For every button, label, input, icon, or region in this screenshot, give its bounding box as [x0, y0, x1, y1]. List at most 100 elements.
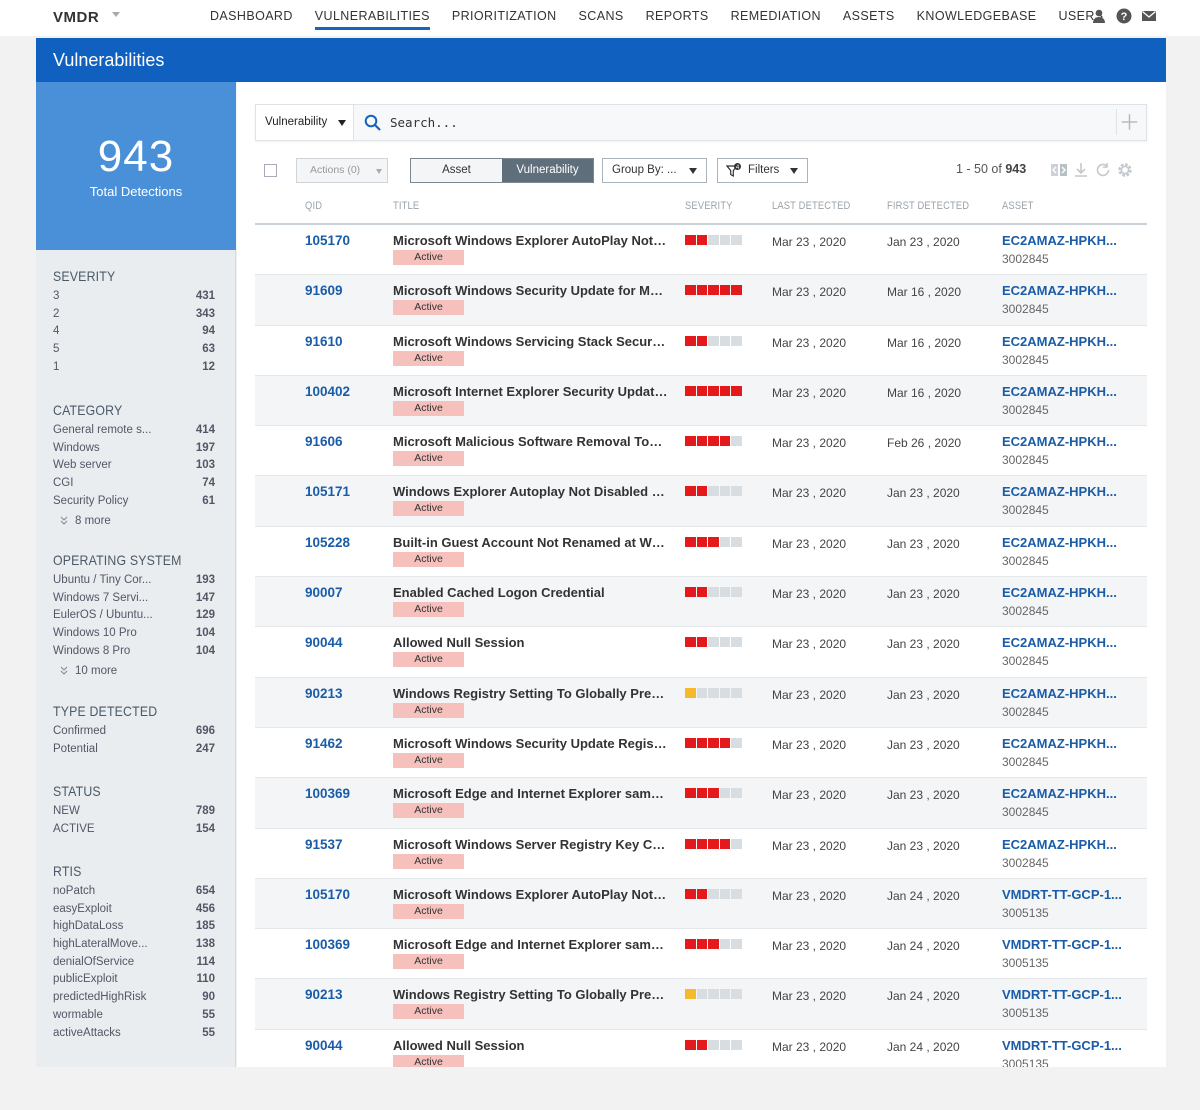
asset-link[interactable]: VMDRT-TT-GCP-1... [1002, 886, 1122, 902]
qid-link[interactable]: 105228 [305, 534, 351, 550]
qid-link[interactable]: 90213 [305, 987, 343, 1003]
table-row[interactable]: 90007 Enabled Cached Logon Credential Acti… [255, 577, 1147, 628]
vulnerability-title[interactable]: Allowed Null Session [393, 635, 525, 651]
vulnerability-title[interactable]: Microsoft Windows Server Registry Key Co… [393, 836, 668, 852]
vulnerability-title[interactable]: Microsoft Edge and Internet Explorer sam… [393, 786, 668, 802]
vulnerability-title[interactable]: Microsoft Windows Security Update Regist… [393, 735, 668, 751]
refresh-icon[interactable] [1094, 161, 1112, 179]
facet-item[interactable]: Windows 197 [53, 442, 215, 460]
asset-link[interactable]: EC2AMAZ-HPKH... [1002, 786, 1117, 802]
asset-link[interactable]: EC2AMAZ-HPKH... [1002, 333, 1117, 349]
qid-link[interactable]: 90044 [305, 1037, 343, 1053]
vulnerability-view-button[interactable]: Vulnerability [502, 159, 593, 182]
qid-link[interactable]: 100369 [305, 937, 351, 953]
facet-item[interactable]: NEW 789 [53, 805, 215, 823]
qid-link[interactable]: 91609 [305, 283, 343, 299]
facet-item[interactable]: Windows 10 Pro 104 [53, 627, 215, 645]
table-row[interactable]: 105170 Microsoft Windows Explorer AutoPla… [255, 225, 1147, 276]
column-header-last-detected[interactable]: LAST DETECTED [772, 200, 851, 212]
mail-icon[interactable] [1141, 8, 1157, 24]
facet-item[interactable]: publicExploit 110 [53, 973, 215, 991]
column-header-qid[interactable]: QID [305, 200, 323, 212]
table-row[interactable]: 100369 Microsoft Edge and Internet Explor… [255, 929, 1147, 980]
group-by-dropdown[interactable]: Group By: ... [602, 158, 707, 183]
qid-link[interactable]: 100402 [305, 383, 351, 399]
facet-item[interactable]: 1 12 [53, 361, 215, 379]
facet-item[interactable]: Windows 8 Pro 104 [53, 645, 215, 663]
nav-vulnerabilities[interactable]: VULNERABILITIES [304, 0, 441, 36]
table-row[interactable]: 90044 Allowed Null Session Active Mar 23 , … [255, 1030, 1147, 1067]
download-icon[interactable] [1072, 161, 1090, 179]
table-row[interactable]: 91606 Microsoft Malicious Software Remova… [255, 426, 1147, 477]
table-row[interactable]: 105170 Microsoft Windows Explorer AutoPla… [255, 878, 1147, 930]
asset-link[interactable]: EC2AMAZ-HPKH... [1002, 836, 1117, 852]
facet-item[interactable]: 5 63 [53, 343, 215, 361]
facet-item[interactable]: wormable 55 [53, 1009, 215, 1027]
facet-item[interactable]: Web server 103 [53, 459, 215, 477]
vulnerability-title[interactable]: Windows Registry Setting To Globally Pre… [393, 685, 668, 701]
facet-item[interactable]: ACTIVE 154 [53, 823, 215, 841]
facet-item[interactable]: EulerOS / Ubuntu... 129 [53, 609, 215, 627]
show-more-link[interactable]: 10 more [53, 662, 215, 680]
asset-link[interactable]: EC2AMAZ-HPKH... [1002, 434, 1117, 450]
facet-item[interactable]: 2 343 [53, 308, 215, 326]
page-nav-icon[interactable] [1050, 161, 1068, 179]
brand-logo[interactable]: VMDR [53, 9, 100, 26]
asset-link[interactable]: EC2AMAZ-HPKH... [1002, 735, 1117, 751]
asset-link[interactable]: EC2AMAZ-HPKH... [1002, 233, 1117, 248]
nav-remediation[interactable]: REMEDIATION [730, 9, 821, 23]
vulnerability-title[interactable]: Windows Explorer Autoplay Not Disabled f… [393, 484, 668, 500]
qid-link[interactable]: 91537 [305, 836, 343, 852]
search-scope-select[interactable]: Vulnerability [256, 105, 354, 140]
facet-item[interactable]: Security Policy 61 [53, 495, 215, 513]
table-row[interactable]: 90213 Windows Registry Setting To Globall… [255, 979, 1147, 1030]
facet-item[interactable]: Ubuntu / Tiny Cor... 193 [53, 574, 215, 592]
table-row[interactable]: 91462 Microsoft Windows Security Update R… [255, 728, 1147, 779]
asset-link[interactable]: VMDRT-TT-GCP-1... [1002, 937, 1122, 953]
qid-link[interactable]: 91606 [305, 434, 343, 450]
facet-item[interactable]: predictedHighRisk 90 [53, 991, 215, 1009]
table-row[interactable]: 90213 Windows Registry Setting To Globall… [255, 677, 1147, 728]
asset-view-button[interactable]: Asset [411, 159, 502, 182]
nav-scans[interactable]: SCANS [578, 9, 624, 23]
asset-link[interactable]: VMDRT-TT-GCP-1... [1002, 987, 1122, 1003]
actions-dropdown[interactable]: Actions (0) [296, 158, 388, 183]
facet-item[interactable]: highDataLoss 185 [53, 920, 215, 938]
facet-item[interactable]: Confirmed 696 [53, 725, 215, 743]
asset-link[interactable]: EC2AMAZ-HPKH... [1002, 484, 1117, 500]
asset-link[interactable]: EC2AMAZ-HPKH... [1002, 585, 1117, 601]
vulnerability-title[interactable]: Microsoft Internet Explorer Security Upd… [393, 383, 668, 399]
vulnerability-title[interactable]: Microsoft Windows Security Update for Ma… [393, 283, 668, 299]
table-row[interactable]: 100402 Microsoft Internet Explorer Securi… [255, 375, 1147, 427]
vulnerability-title[interactable]: Enabled Cached Logon Credential [393, 585, 605, 601]
facet-item[interactable]: activeAttacks 55 [53, 1027, 215, 1045]
table-row[interactable]: 105171 Windows Explorer Autoplay Not Disa… [255, 476, 1147, 527]
nav-users[interactable]: USERS [1058, 9, 1104, 23]
qid-link[interactable]: 91462 [305, 735, 343, 751]
qid-link[interactable]: 91610 [305, 333, 343, 349]
table-row[interactable]: 91610 Microsoft Windows Servicing Stack S… [255, 326, 1147, 376]
vulnerability-title[interactable]: Microsoft Malicious Software Removal Too… [393, 434, 668, 450]
facet-item[interactable]: Windows 7 Servi... 147 [53, 592, 215, 610]
filters-dropdown[interactable]: 4 Filters [717, 158, 808, 183]
help-icon[interactable]: ? [1116, 8, 1132, 24]
vulnerability-title[interactable]: Microsoft Edge and Internet Explorer sam… [393, 937, 668, 953]
facet-item[interactable]: denialOfService 114 [53, 956, 215, 974]
facet-item[interactable]: CGI 74 [53, 477, 215, 495]
table-row[interactable]: 100369 Microsoft Edge and Internet Explor… [255, 778, 1147, 829]
select-all-checkbox[interactable] [264, 164, 277, 177]
vulnerability-title[interactable]: Windows Registry Setting To Globally Pre… [393, 987, 668, 1003]
nav-knowledgebase[interactable]: KNOWLEDGEBASE [916, 9, 1037, 23]
asset-link[interactable]: EC2AMAZ-HPKH... [1002, 283, 1117, 299]
qid-link[interactable]: 90007 [305, 585, 343, 601]
search-input[interactable] [390, 109, 1110, 136]
facet-item[interactable]: General remote s... 414 [53, 424, 215, 442]
column-header-severity[interactable]: SEVERITY [685, 200, 733, 212]
column-header-first-detected[interactable]: FIRST DETECTED [887, 200, 970, 212]
table-row[interactable]: 105228 Built-in Guest Account Not Renamed… [255, 527, 1147, 578]
asset-link[interactable]: EC2AMAZ-HPKH... [1002, 635, 1117, 651]
column-header-asset[interactable]: ASSET [1002, 200, 1034, 212]
show-more-link[interactable]: 8 more [53, 512, 215, 530]
table-row[interactable]: 91537 Microsoft Windows Server Registry K… [255, 829, 1147, 879]
add-search-icon[interactable] [1116, 109, 1142, 135]
